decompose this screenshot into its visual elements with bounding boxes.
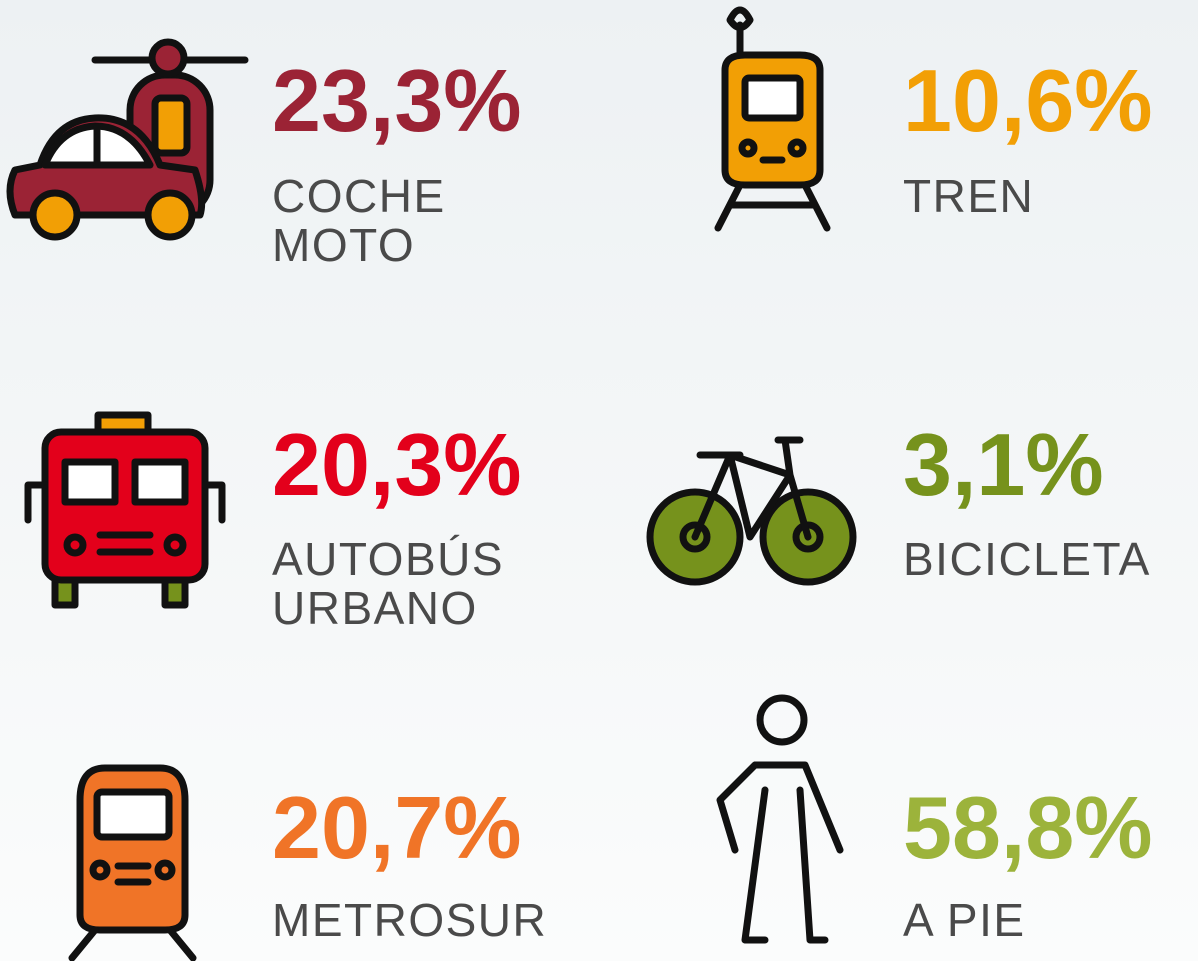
car-scooter-icon [6, 38, 249, 241]
bicycle-icon [646, 436, 857, 586]
label: TREN [903, 170, 1034, 222]
label: MOTO [272, 219, 415, 271]
label: A PIE [903, 894, 1026, 946]
percent: 58,8% [903, 778, 1153, 877]
metrosur-icon [68, 764, 197, 961]
train-icon [714, 6, 831, 232]
label: URBANO [272, 582, 478, 634]
label: METROSUR [272, 894, 547, 946]
label: AUTOBÚS [272, 533, 504, 585]
percent: 20,3% [272, 415, 522, 514]
label: COCHE [272, 170, 446, 222]
label: BICICLETA [903, 533, 1151, 585]
bus-icon [24, 411, 226, 609]
walker-icon [716, 694, 844, 944]
percent: 3,1% [903, 415, 1104, 514]
percent: 20,7% [272, 778, 522, 877]
percent: 23,3% [272, 51, 522, 150]
percent: 10,6% [903, 51, 1153, 150]
